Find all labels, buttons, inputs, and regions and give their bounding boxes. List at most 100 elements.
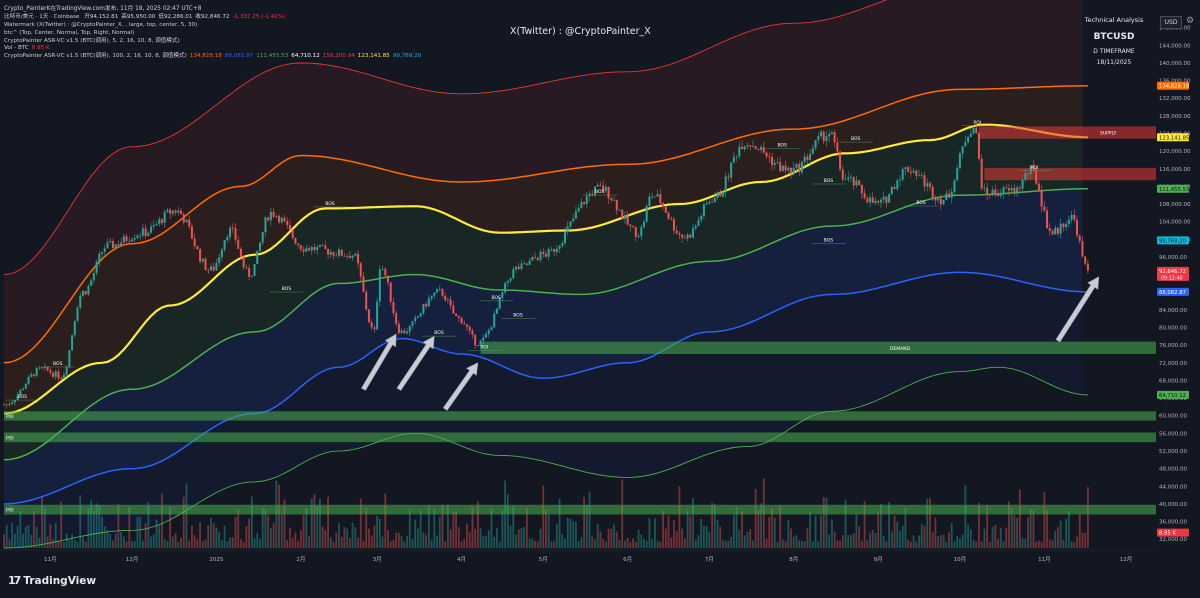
candle[interactable] bbox=[762, 146, 765, 153]
candle[interactable] bbox=[68, 350, 71, 368]
candle[interactable] bbox=[98, 253, 101, 262]
candle[interactable] bbox=[912, 170, 915, 173]
candle[interactable] bbox=[967, 137, 970, 143]
candle[interactable] bbox=[711, 201, 714, 203]
candle[interactable] bbox=[1027, 173, 1029, 175]
candle[interactable] bbox=[106, 242, 109, 249]
candle[interactable] bbox=[460, 317, 463, 324]
candle[interactable] bbox=[923, 175, 926, 187]
candle[interactable] bbox=[656, 194, 659, 197]
candle[interactable] bbox=[215, 263, 218, 271]
candle[interactable] bbox=[844, 179, 847, 181]
candle[interactable] bbox=[444, 295, 447, 301]
candle[interactable] bbox=[414, 317, 417, 322]
candle[interactable] bbox=[234, 228, 237, 240]
candle[interactable] bbox=[218, 257, 221, 264]
candle[interactable] bbox=[531, 257, 534, 261]
candle[interactable] bbox=[381, 268, 384, 270]
candle[interactable] bbox=[92, 273, 95, 281]
indicator-line[interactable]: CryptoPainter ASR-VC v1.5 (BTC(调用), 100,… bbox=[4, 53, 424, 60]
candle[interactable] bbox=[3, 404, 5, 406]
candle[interactable] bbox=[730, 162, 733, 178]
candle[interactable] bbox=[855, 180, 858, 186]
candle[interactable] bbox=[860, 185, 863, 194]
candle[interactable] bbox=[280, 217, 283, 223]
candle[interactable] bbox=[613, 199, 616, 201]
candle[interactable] bbox=[899, 179, 901, 181]
candle[interactable] bbox=[128, 240, 131, 242]
candle[interactable] bbox=[278, 216, 281, 223]
candle[interactable] bbox=[38, 367, 41, 369]
candle[interactable] bbox=[498, 297, 501, 309]
candle[interactable] bbox=[199, 249, 202, 262]
candle[interactable] bbox=[455, 313, 458, 317]
candle[interactable] bbox=[700, 216, 703, 220]
candle[interactable] bbox=[776, 162, 779, 164]
candle[interactable] bbox=[716, 192, 719, 198]
candle[interactable] bbox=[852, 176, 855, 186]
candle[interactable] bbox=[585, 196, 588, 205]
candle[interactable] bbox=[792, 167, 795, 174]
candle[interactable] bbox=[643, 221, 645, 228]
candle[interactable] bbox=[357, 253, 360, 264]
candle[interactable] bbox=[465, 324, 468, 327]
candle[interactable] bbox=[637, 236, 640, 237]
candle[interactable] bbox=[376, 301, 379, 330]
candle[interactable] bbox=[931, 186, 934, 199]
candle[interactable] bbox=[623, 215, 626, 219]
candle[interactable] bbox=[152, 225, 155, 227]
candle[interactable] bbox=[367, 309, 370, 323]
candle[interactable] bbox=[727, 176, 730, 178]
candle[interactable] bbox=[888, 194, 891, 203]
candle[interactable] bbox=[147, 232, 150, 236]
candle[interactable] bbox=[806, 156, 809, 160]
candle[interactable] bbox=[732, 157, 735, 163]
candle[interactable] bbox=[871, 197, 874, 203]
candle[interactable] bbox=[939, 198, 942, 205]
candle[interactable] bbox=[512, 269, 515, 279]
candle[interactable] bbox=[566, 226, 569, 232]
candle[interactable] bbox=[863, 193, 866, 199]
candle[interactable] bbox=[193, 238, 196, 246]
candle[interactable] bbox=[378, 269, 381, 302]
candle[interactable] bbox=[327, 248, 330, 255]
candle[interactable] bbox=[223, 240, 226, 250]
candle[interactable] bbox=[1043, 206, 1046, 211]
tradingview-logo[interactable]: 17 TradingView bbox=[8, 574, 96, 587]
candle[interactable] bbox=[400, 330, 403, 333]
candle[interactable] bbox=[721, 191, 724, 197]
candle[interactable] bbox=[904, 167, 907, 170]
currency-button[interactable]: USD bbox=[1160, 16, 1182, 29]
candle[interactable] bbox=[561, 243, 564, 246]
candle[interactable] bbox=[389, 282, 392, 302]
candle[interactable] bbox=[446, 299, 449, 301]
candle[interactable] bbox=[62, 374, 65, 379]
candle[interactable] bbox=[308, 248, 311, 251]
candle[interactable] bbox=[419, 313, 422, 317]
candle[interactable] bbox=[1010, 187, 1013, 191]
candle[interactable] bbox=[166, 209, 169, 212]
candle[interactable] bbox=[30, 374, 33, 377]
candle[interactable] bbox=[103, 248, 106, 252]
candle[interactable] bbox=[275, 216, 278, 217]
candle[interactable] bbox=[1084, 256, 1087, 264]
candle[interactable] bbox=[343, 255, 346, 257]
candle[interactable] bbox=[890, 187, 893, 195]
candle[interactable] bbox=[1065, 223, 1068, 228]
candle[interactable] bbox=[259, 242, 261, 251]
candle[interactable] bbox=[523, 263, 526, 265]
candle[interactable] bbox=[250, 275, 253, 277]
candle[interactable] bbox=[953, 180, 956, 193]
candle[interactable] bbox=[882, 196, 885, 200]
candle[interactable] bbox=[1029, 165, 1032, 174]
candle[interactable] bbox=[452, 305, 455, 314]
candle[interactable] bbox=[738, 146, 741, 157]
candle[interactable] bbox=[779, 162, 782, 171]
candle[interactable] bbox=[139, 235, 142, 237]
candle[interactable] bbox=[109, 241, 112, 243]
candle[interactable] bbox=[790, 167, 793, 174]
candle[interactable] bbox=[449, 299, 452, 306]
candle[interactable] bbox=[1070, 214, 1073, 220]
candle[interactable] bbox=[771, 157, 773, 165]
